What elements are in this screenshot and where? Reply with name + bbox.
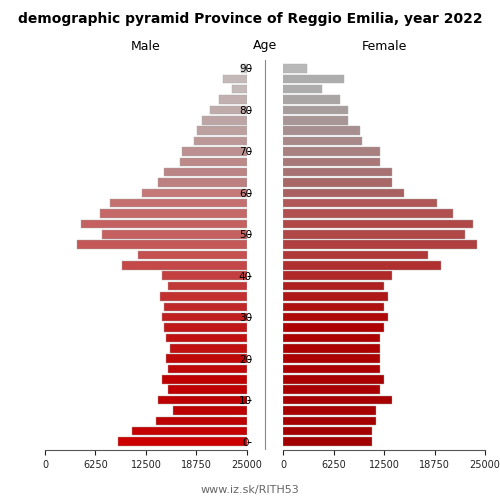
Bar bbox=[122, 261, 247, 270]
Bar bbox=[78, 240, 247, 249]
Bar bbox=[283, 210, 452, 218]
Bar bbox=[232, 85, 247, 94]
Bar bbox=[160, 292, 247, 300]
Bar bbox=[168, 364, 247, 373]
Text: Female: Female bbox=[362, 40, 407, 52]
Bar bbox=[283, 251, 428, 259]
Bar bbox=[283, 272, 392, 280]
Bar bbox=[158, 396, 247, 404]
Bar bbox=[164, 302, 247, 311]
Bar bbox=[162, 313, 247, 322]
Bar bbox=[283, 344, 380, 352]
Bar bbox=[182, 147, 247, 156]
Bar bbox=[283, 220, 473, 228]
Bar bbox=[283, 106, 348, 114]
Bar bbox=[156, 416, 247, 425]
Text: demographic pyramid Province of Reggio Emilia, year 2022: demographic pyramid Province of Reggio E… bbox=[18, 12, 482, 26]
Bar bbox=[118, 438, 247, 446]
Bar bbox=[218, 96, 247, 104]
Bar bbox=[164, 168, 247, 176]
Bar bbox=[283, 85, 322, 94]
Bar bbox=[283, 158, 380, 166]
Bar bbox=[164, 324, 247, 332]
Bar bbox=[283, 199, 436, 207]
Bar bbox=[283, 137, 362, 145]
Bar bbox=[283, 416, 376, 425]
Bar bbox=[283, 292, 388, 300]
Bar bbox=[283, 261, 440, 270]
Bar bbox=[224, 74, 247, 83]
Text: Age: Age bbox=[253, 40, 277, 52]
Bar bbox=[283, 386, 380, 394]
Bar bbox=[202, 116, 247, 124]
Bar bbox=[194, 137, 247, 145]
Bar bbox=[283, 364, 380, 373]
Bar bbox=[283, 230, 465, 238]
Bar bbox=[283, 64, 308, 72]
Bar bbox=[180, 158, 247, 166]
Bar bbox=[283, 375, 384, 384]
Bar bbox=[172, 406, 247, 414]
Bar bbox=[283, 324, 384, 332]
Bar bbox=[168, 386, 247, 394]
Bar bbox=[283, 168, 392, 176]
Bar bbox=[100, 210, 247, 218]
Bar bbox=[283, 282, 384, 290]
Bar bbox=[283, 334, 380, 342]
Bar bbox=[102, 230, 247, 238]
Bar bbox=[82, 220, 247, 228]
Bar bbox=[142, 188, 247, 197]
Bar bbox=[283, 406, 376, 414]
Bar bbox=[283, 240, 477, 249]
Bar bbox=[170, 344, 247, 352]
Bar bbox=[132, 427, 247, 436]
Bar bbox=[283, 74, 344, 83]
Bar bbox=[283, 178, 392, 186]
Bar bbox=[283, 116, 348, 124]
Bar bbox=[283, 96, 340, 104]
Bar bbox=[283, 126, 360, 135]
Bar bbox=[197, 126, 247, 135]
Bar bbox=[283, 354, 380, 363]
Bar bbox=[166, 334, 247, 342]
Bar bbox=[283, 302, 384, 311]
Bar bbox=[162, 375, 247, 384]
Bar bbox=[168, 282, 247, 290]
Bar bbox=[138, 251, 247, 259]
Bar bbox=[158, 178, 247, 186]
Bar bbox=[283, 147, 380, 156]
Bar bbox=[241, 64, 247, 72]
Text: www.iz.sk/RITH53: www.iz.sk/RITH53 bbox=[200, 485, 300, 495]
Bar bbox=[283, 438, 372, 446]
Bar bbox=[166, 354, 247, 363]
Text: Male: Male bbox=[131, 40, 161, 52]
Bar bbox=[283, 427, 372, 436]
Bar bbox=[162, 272, 247, 280]
Bar bbox=[283, 313, 388, 322]
Bar bbox=[110, 199, 247, 207]
Bar bbox=[283, 396, 392, 404]
Bar bbox=[283, 188, 405, 197]
Bar bbox=[210, 106, 247, 114]
